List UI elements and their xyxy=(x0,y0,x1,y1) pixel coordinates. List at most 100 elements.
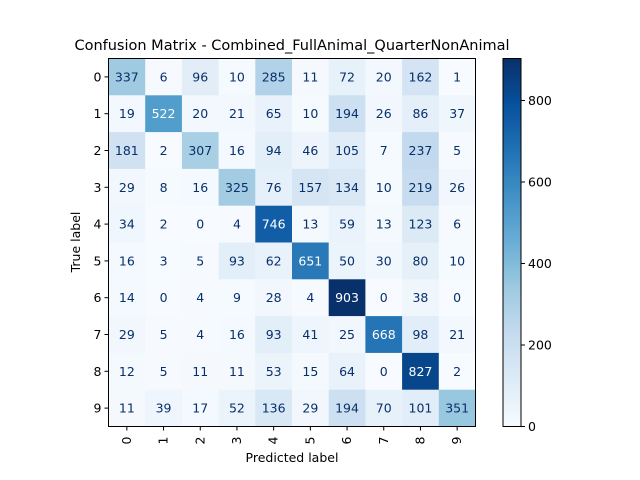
heatmap-cell xyxy=(365,352,403,390)
cell-value-label: 4 xyxy=(196,327,204,342)
x-tick-label: 7 xyxy=(376,437,391,445)
cell-value-label: 2 xyxy=(160,217,168,232)
cell-value-label: 10 xyxy=(229,69,245,84)
heatmap-cell xyxy=(218,352,256,390)
heatmap-cell xyxy=(438,352,476,390)
cell-value-label: 307 xyxy=(188,143,212,158)
chart-title: Confusion Matrix - Combined_FullAnimal_Q… xyxy=(74,38,509,54)
heatmap-cell xyxy=(292,242,329,280)
heatmap-cell xyxy=(255,132,293,170)
cell-value-label: 93 xyxy=(266,327,282,342)
cell-value-label: 0 xyxy=(380,290,388,305)
colorbar-tick-label: 0 xyxy=(528,419,536,434)
heatmap-cell xyxy=(255,242,293,280)
heatmap-cell xyxy=(181,316,219,354)
y-tick-label: 2 xyxy=(94,143,102,158)
cell-value-label: 15 xyxy=(302,364,318,379)
cell-value-label: 21 xyxy=(229,106,245,121)
cell-value-label: 11 xyxy=(119,401,135,416)
heatmap-cell xyxy=(145,389,183,427)
cell-value-label: 0 xyxy=(380,364,388,379)
heatmap-cell xyxy=(145,95,183,133)
cell-value-label: 237 xyxy=(409,143,433,158)
heatmap-cell xyxy=(328,205,366,243)
heatmap-cell xyxy=(218,168,256,206)
heatmap-cell xyxy=(438,316,476,354)
heatmap-cell xyxy=(292,95,329,133)
cell-value-label: 7 xyxy=(380,143,388,158)
heatmap-cell xyxy=(328,352,366,390)
heatmap-cell xyxy=(218,316,256,354)
cell-value-label: 4 xyxy=(306,290,314,305)
cell-value-label: 746 xyxy=(262,217,286,232)
heatmap-cell xyxy=(438,95,476,133)
cell-value-label: 80 xyxy=(412,253,428,268)
cell-value-label: 20 xyxy=(192,106,208,121)
colorbar-tick-label: 200 xyxy=(528,337,552,352)
heatmap-cell xyxy=(438,132,476,170)
x-tick-label: 2 xyxy=(192,437,207,445)
heatmap-cell xyxy=(365,316,403,354)
y-tick-label: 7 xyxy=(94,327,102,342)
heatmap-cell xyxy=(438,389,476,427)
cell-value-label: 1 xyxy=(453,69,461,84)
cell-value-label: 6 xyxy=(160,69,168,84)
heatmap-cell xyxy=(438,168,476,206)
cell-value-label: 26 xyxy=(376,106,392,121)
heatmap-cell xyxy=(145,58,183,96)
cell-value-label: 351 xyxy=(445,401,469,416)
heatmap-cell xyxy=(402,95,440,133)
heatmap-cell xyxy=(292,168,329,206)
cell-value-label: 29 xyxy=(119,327,135,342)
heatmap-cell xyxy=(365,205,403,243)
colorbar-tick-label: 400 xyxy=(528,256,552,271)
cell-value-label: 194 xyxy=(335,401,359,416)
cell-value-label: 19 xyxy=(119,106,135,121)
heatmap-cell xyxy=(365,279,403,317)
heatmap-cell xyxy=(108,389,146,427)
cell-value-label: 4 xyxy=(196,290,204,305)
cell-value-label: 76 xyxy=(266,180,282,195)
cell-value-label: 65 xyxy=(266,106,282,121)
heatmap-cell xyxy=(255,58,293,96)
y-tick-label: 3 xyxy=(94,180,102,195)
heatmap-cell xyxy=(402,58,440,96)
heatmap-cell xyxy=(181,132,219,170)
cell-value-label: 668 xyxy=(372,327,396,342)
heatmap-cell xyxy=(328,279,366,317)
cell-value-label: 136 xyxy=(262,401,286,416)
cell-value-label: 0 xyxy=(196,217,204,232)
heatmap-cell xyxy=(402,168,440,206)
cell-value-label: 6 xyxy=(453,217,461,232)
heatmap-cell xyxy=(108,168,146,206)
cell-value-label: 38 xyxy=(412,290,428,305)
colorbar-tick-label: 600 xyxy=(528,174,552,189)
cell-value-label: 39 xyxy=(156,401,172,416)
x-tick-label: 0 xyxy=(119,436,134,444)
cell-value-label: 325 xyxy=(225,180,249,195)
x-tick-label: 9 xyxy=(449,436,464,444)
heatmap-cell xyxy=(328,58,366,96)
cell-value-label: 0 xyxy=(453,290,461,305)
heatmap-cell xyxy=(181,242,219,280)
cell-value-label: 123 xyxy=(409,217,433,232)
heatmap-cell xyxy=(255,279,293,317)
heatmap-cell xyxy=(255,352,293,390)
cell-value-label: 5 xyxy=(160,327,168,342)
cell-value-label: 21 xyxy=(449,327,465,342)
colorbar-ticks: 0 200 400 600 800 xyxy=(521,93,552,434)
cell-value-label: 62 xyxy=(266,253,282,268)
cell-value-label: 13 xyxy=(302,217,318,232)
x-tick-label: 1 xyxy=(156,437,171,445)
heatmap-cell xyxy=(365,168,403,206)
cell-value-label: 52 xyxy=(229,401,245,416)
cell-value-label: 337 xyxy=(115,69,139,84)
cell-value-label: 29 xyxy=(119,180,135,195)
heatmap-cell xyxy=(108,352,146,390)
cell-value-label: 8 xyxy=(160,180,168,195)
cell-value-label: 9 xyxy=(233,290,241,305)
heatmap-cell xyxy=(255,95,293,133)
heatmap-cell xyxy=(402,352,440,390)
cell-value-label: 46 xyxy=(302,143,318,158)
